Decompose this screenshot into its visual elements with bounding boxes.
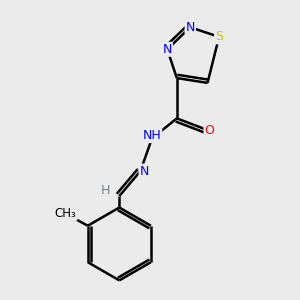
Text: N: N [186, 21, 195, 34]
Text: O: O [205, 124, 214, 137]
Text: NH: NH [142, 129, 161, 142]
Text: N: N [163, 43, 172, 56]
Text: H: H [101, 184, 111, 197]
Text: S: S [215, 30, 223, 44]
Text: CH₃: CH₃ [55, 207, 76, 220]
Text: N: N [140, 165, 149, 178]
